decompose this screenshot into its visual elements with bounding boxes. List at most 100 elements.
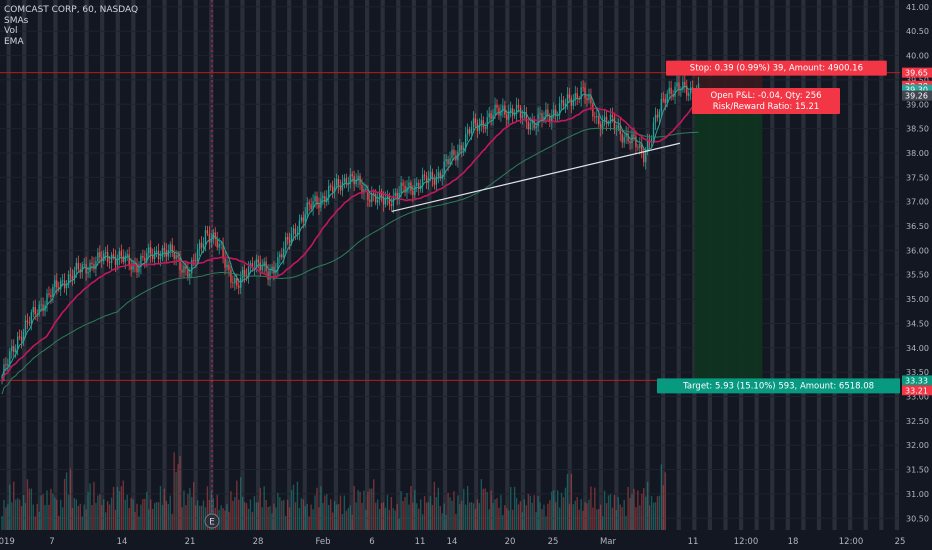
candle-body (601, 120, 604, 130)
candle-body (255, 259, 258, 268)
volume-bar (613, 494, 616, 530)
volume-bar (173, 452, 175, 530)
candle-body (443, 161, 445, 175)
volume-bar (551, 491, 553, 530)
volume-bar (455, 513, 457, 530)
candle-body (662, 99, 664, 100)
candle-body (105, 252, 107, 254)
candle-body (261, 265, 263, 271)
legend-vol[interactable]: Vol (4, 26, 18, 36)
price-tick-label: 37.00 (906, 198, 929, 207)
volume-bar (157, 502, 160, 530)
volume-bar (414, 490, 416, 530)
volume-bar (345, 510, 348, 530)
volume-bar (478, 503, 481, 530)
volume-bar (547, 503, 549, 530)
volume-bar (249, 499, 252, 530)
candle-body (357, 175, 359, 181)
volume-bar (206, 486, 209, 530)
candle-body (331, 186, 334, 192)
earnings-event-marker[interactable]: E (204, 513, 220, 529)
volume-bar (283, 499, 285, 530)
candle-body (11, 346, 13, 352)
symbol-title[interactable]: COMCAST CORP, 60, NASDAQ (4, 5, 139, 15)
candle-body (435, 176, 438, 185)
volume-bar (490, 490, 492, 530)
volume-bar (656, 496, 659, 530)
candle-body (124, 255, 126, 263)
price-tick-label: 38.00 (906, 149, 929, 158)
volume-bar (461, 500, 463, 530)
volume-bar (648, 505, 651, 530)
candle-body (459, 145, 461, 152)
candle-body (686, 85, 688, 96)
candle-body (390, 204, 393, 207)
candle-body (58, 287, 60, 290)
price-label-box (902, 385, 932, 396)
volume-bar (1, 516, 3, 530)
price-tick-label: 31.50 (906, 466, 929, 475)
volume-bar (635, 507, 637, 530)
candle-body (551, 115, 553, 123)
candle-body (521, 116, 524, 118)
volume-bar (73, 498, 76, 530)
candle-body (318, 204, 320, 208)
price-label-text: 33.21 (905, 386, 928, 395)
volume-bar (288, 507, 291, 530)
volume-bar (410, 486, 412, 530)
candle-body (116, 259, 119, 265)
candle-body (179, 257, 181, 271)
volume-bar (523, 499, 526, 530)
candle-body (335, 178, 338, 186)
volume-bar (224, 510, 226, 530)
target-label[interactable]: Target: 5.93 (15.10%) 593, Amount: 6518.… (657, 378, 901, 394)
candle-body (656, 114, 659, 118)
candle-body (69, 274, 72, 277)
candle-body (288, 239, 291, 243)
volume-bar (130, 498, 132, 530)
volume-bar (44, 505, 46, 530)
stop-label[interactable]: Stop: 0.39 (0.99%) 39, Amount: 4900.16 (666, 60, 887, 76)
volume-bar (247, 508, 250, 530)
volume-bar (580, 499, 582, 530)
volume-bar (652, 502, 655, 530)
volume-bar (416, 503, 418, 530)
candle-body (226, 264, 228, 268)
volume-bar (48, 504, 50, 530)
candle-body (549, 115, 551, 123)
volume-bar (476, 499, 479, 530)
volume-bar (126, 494, 128, 530)
pnl-label-text: Open P&L: -0.04, Qty: 256 (710, 91, 821, 101)
session-band (22, 0, 27, 530)
candle-body (605, 116, 608, 124)
candle-body (600, 124, 602, 130)
candle-body (539, 113, 541, 115)
volume-bar (486, 491, 488, 530)
legend-ema[interactable]: EMA (4, 36, 24, 47)
candle-body (527, 121, 529, 130)
price-label-box (902, 90, 932, 101)
candle-body (676, 82, 678, 87)
candle-body (189, 273, 191, 278)
candle-body (46, 293, 48, 305)
session-band (380, 0, 385, 530)
session-band (629, 0, 635, 530)
volume-bar (386, 494, 389, 530)
volume-bar (32, 504, 34, 530)
candle-body (277, 257, 279, 271)
volume-bar (220, 505, 222, 530)
volume-bar (605, 503, 608, 530)
volume-bar (312, 509, 314, 530)
candle-body (641, 143, 643, 153)
legend-smas[interactable]: SMAs (4, 15, 29, 26)
pnl-label-box (692, 88, 840, 114)
candle-body (241, 269, 244, 278)
candle-body (562, 99, 565, 107)
volume-bar (167, 504, 169, 530)
candle-body (380, 191, 383, 198)
volume-bar (95, 502, 97, 530)
volume-bar (222, 508, 224, 530)
candle-body (445, 159, 447, 162)
